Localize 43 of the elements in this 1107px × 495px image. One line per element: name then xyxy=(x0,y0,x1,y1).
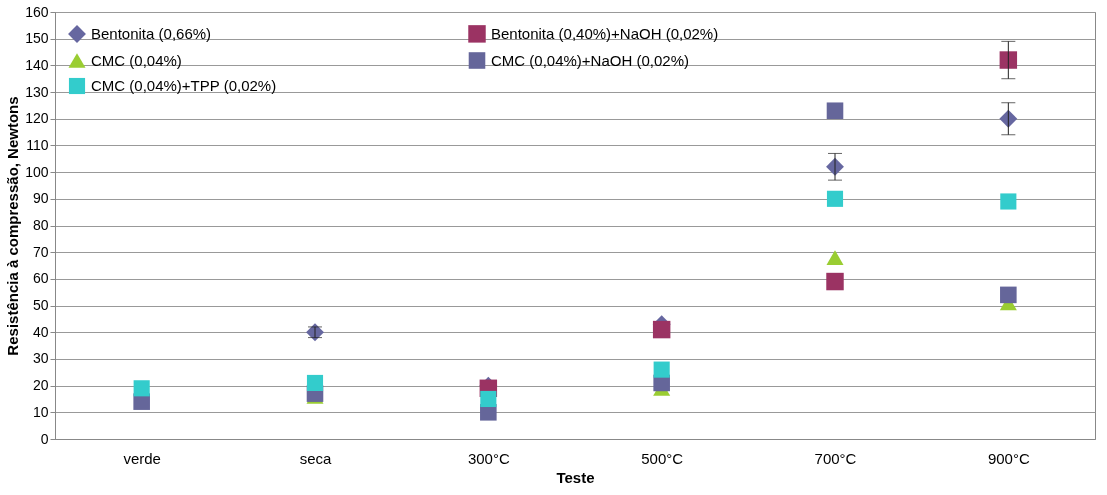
point xyxy=(653,361,670,378)
y-tick-label: 70 xyxy=(32,243,49,260)
y-axis-title: Resistência à compressão, Newtons xyxy=(4,96,22,356)
point xyxy=(826,250,844,265)
point xyxy=(652,320,671,339)
point xyxy=(133,380,150,397)
legend-label: Bentonita (0,40%)+NaOH (0,02%) xyxy=(491,24,719,42)
y-tick-label: 60 xyxy=(32,270,49,287)
point xyxy=(1000,193,1017,210)
y-tick-label: 20 xyxy=(32,377,49,394)
point xyxy=(1000,286,1017,304)
point xyxy=(999,51,1018,69)
y-tick-label: 140 xyxy=(25,56,49,73)
legend-label: CMC (0,04%)+TPP (0,02%) xyxy=(91,77,277,94)
y-tick-label: 130 xyxy=(25,83,49,100)
point xyxy=(306,374,324,392)
y-tick-label: 120 xyxy=(25,110,49,127)
x-tick-label: verde xyxy=(123,449,161,467)
y-tick-label: 40 xyxy=(32,323,49,340)
y-tick-label: 30 xyxy=(32,350,49,367)
point xyxy=(826,190,844,207)
y-tick-label: 100 xyxy=(25,163,49,180)
point xyxy=(999,109,1018,128)
y-tick-label: 110 xyxy=(26,136,49,153)
legend-label: CMC (0,04%) xyxy=(91,51,182,69)
y-tick-label: 0 xyxy=(40,430,49,447)
x-tick-label: 300°C xyxy=(467,449,510,467)
point xyxy=(826,102,844,120)
y-tick-label: 160 xyxy=(25,3,49,20)
legend-label: CMC (0,04%)+NaOH (0,02%) xyxy=(491,51,689,69)
x-tick-label: 900°C xyxy=(987,449,1030,467)
y-tick-label: 90 xyxy=(32,190,49,207)
point xyxy=(480,390,497,408)
legend-label: Bentonita (0,66%) xyxy=(91,25,212,43)
y-tick-label: 10 xyxy=(32,403,49,420)
x-axis-title: Teste xyxy=(556,468,595,486)
x-tick-label: seca xyxy=(299,449,332,467)
point xyxy=(826,272,844,291)
y-tick-label: 80 xyxy=(32,217,49,233)
x-tick-label: 700°C xyxy=(814,449,857,467)
y-tick-label: 150 xyxy=(25,30,49,47)
y-tick-label: 50 xyxy=(32,297,49,314)
x-tick-label: 500°C xyxy=(641,449,684,467)
